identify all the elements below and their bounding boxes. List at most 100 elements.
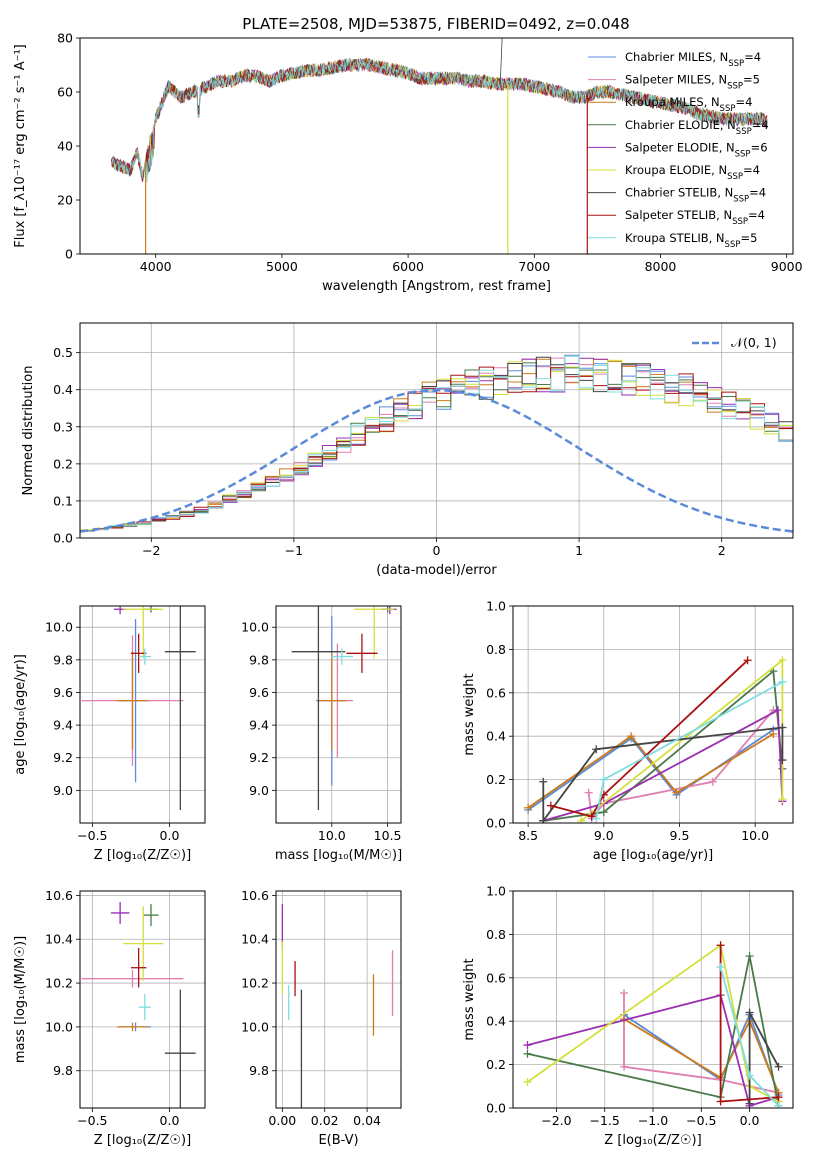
x-tick-label: −1 [285,543,303,558]
weight-marker [778,795,787,804]
weight-marker [745,1008,754,1017]
weight-line-salpeter_elodie [543,708,784,822]
legend-label: Salpeter MILES, NSSP=5 [625,73,760,92]
histogram-kroupa_stelib [80,355,793,532]
weight-marker [584,788,593,797]
y-tick-label: 10.4 [241,932,269,947]
x-tick-label: 10.0 [741,828,769,843]
axes-frame [79,890,206,1109]
plot-area [291,606,397,810]
plot-area [80,354,793,533]
y-tick-label: 0.8 [486,927,506,942]
weight-line-salpeter_stelib [550,659,749,818]
y-tick-label: 0.1 [53,493,73,508]
y-tick-label: 0.3 [53,419,73,434]
weight-marker [708,777,717,786]
y-tick-label: 9.2 [249,750,269,765]
x-axis-label: (data-model)/error [376,563,497,578]
chart-weight_vs_Z: −2.0 −1.5 −1.0 −0.5 0.0 0.0 0.2 0.4 0.6 0.8 1.0 Z [… [462,884,794,1148]
legend-label: Salpeter ELODIE, NSSP=6 [625,140,768,159]
weight-line-kroupa_stelib [595,681,783,819]
x-tick-label: 10.0 [318,828,346,843]
x-tick-label: 0.0 [160,1113,180,1128]
x-tick-label: 8000 [645,259,677,274]
x-tick-label: 0 [433,543,441,558]
legend-label: Kroupa MILES, NSSP=4 [625,95,752,114]
weight-marker [620,988,629,997]
weight-marker [778,723,787,732]
weight-marker [716,962,725,971]
plot-area [523,941,783,1108]
weight-line-salpeter_elodie [527,994,779,1107]
plot-area [281,904,394,1108]
x-tick-label: −1.0 [638,1113,668,1128]
y-tick-label: 0 [65,247,73,262]
x-tick-label: 10.5 [374,828,402,843]
weight-marker [778,756,787,765]
y-tick-label: 10.2 [45,976,73,991]
x-tick-label: 9000 [771,259,803,274]
y-tick-label: 60 [57,85,73,100]
weight-marker [774,1093,783,1102]
y-tick-label: 10.0 [241,620,269,635]
y-axis-label: Normed distribution [21,366,36,496]
y-tick-label: 0.6 [486,970,506,985]
weight-marker [523,1077,532,1086]
plot-area [524,656,787,823]
y-tick-label: 9.4 [249,718,269,733]
x-tick-label: −0.5 [686,1113,716,1128]
y-tick-label: 10.0 [241,1019,269,1034]
chart-spectrum: Chabrier MILES, NSSP=4 Salpeter MILES, NS… [13,31,803,295]
plot-area [111,38,768,254]
weight-marker [587,812,596,821]
chart-residuals: 𝒩(0, 1) −2 −1 0 1 2 0.0 0.1 0.2 0.3 0.4 0.5 (data-mo… [21,322,794,578]
weight-marker [769,730,778,739]
y-tick-label: 1.0 [486,599,506,614]
x-tick-label: 8.5 [518,828,538,843]
y-tick-label: 10.0 [45,1019,73,1034]
legend-label: Kroupa STELIB, NSSP=5 [625,231,757,250]
y-tick-label: 0.0 [486,1101,506,1116]
weight-marker [716,1097,725,1106]
y-tick-label: 0.0 [53,531,73,546]
figure-title: PLATE=2508, MJD=53875, FIBERID=0492, z=0… [242,15,629,33]
weight-marker [546,801,555,810]
y-tick-label: 0.5 [53,345,73,360]
y-tick-label: 9.8 [53,652,73,667]
y-axis-label: Flux [f_λ10⁻¹⁷ erg cm⁻² s⁻¹ A⁻¹] [13,44,28,248]
weight-marker [599,808,608,817]
legend-label: 𝒩(0, 1) [731,335,777,350]
spectrum-line-kroupa_stelib [111,58,768,182]
plot-area [81,901,196,1108]
x-tick-label: 1 [575,543,583,558]
y-tick-label: 10.2 [241,976,269,991]
y-tick-label: 9.0 [53,783,73,798]
weight-marker [620,1062,629,1071]
y-axis-label: mass weight [462,958,477,1040]
x-axis-label: mass [log₁₀(M/M☉)] [275,848,402,863]
axes-frame [275,890,402,1109]
weight-marker [778,656,787,665]
weight-marker [592,814,601,823]
y-tick-label: 9.8 [249,1063,269,1078]
weight-marker [539,816,548,823]
x-tick-label: −2.0 [541,1113,571,1128]
y-tick-label: 9.0 [249,783,269,798]
y-tick-label: 40 [57,139,73,154]
weight-line-chabrier_miles [527,728,774,811]
y-tick-label: 10.6 [45,888,73,903]
y-tick-label: 0.2 [486,772,506,787]
histogram-kroupa_elodie [80,359,793,531]
weight-marker [743,656,752,665]
x-tick-label: 9.5 [670,828,690,843]
weight-marker [778,677,787,686]
x-tick-label: 0.02 [311,1113,339,1128]
y-tick-label: 0.2 [486,1057,506,1072]
weight-marker [599,775,608,784]
y-tick-label: 10.4 [45,932,73,947]
y-tick-label: 9.6 [53,685,73,700]
x-tick-label: 0.00 [268,1113,296,1128]
weight-marker [745,1071,754,1080]
x-tick-label: 0.0 [740,1113,760,1128]
x-tick-label: −1.5 [590,1113,620,1128]
